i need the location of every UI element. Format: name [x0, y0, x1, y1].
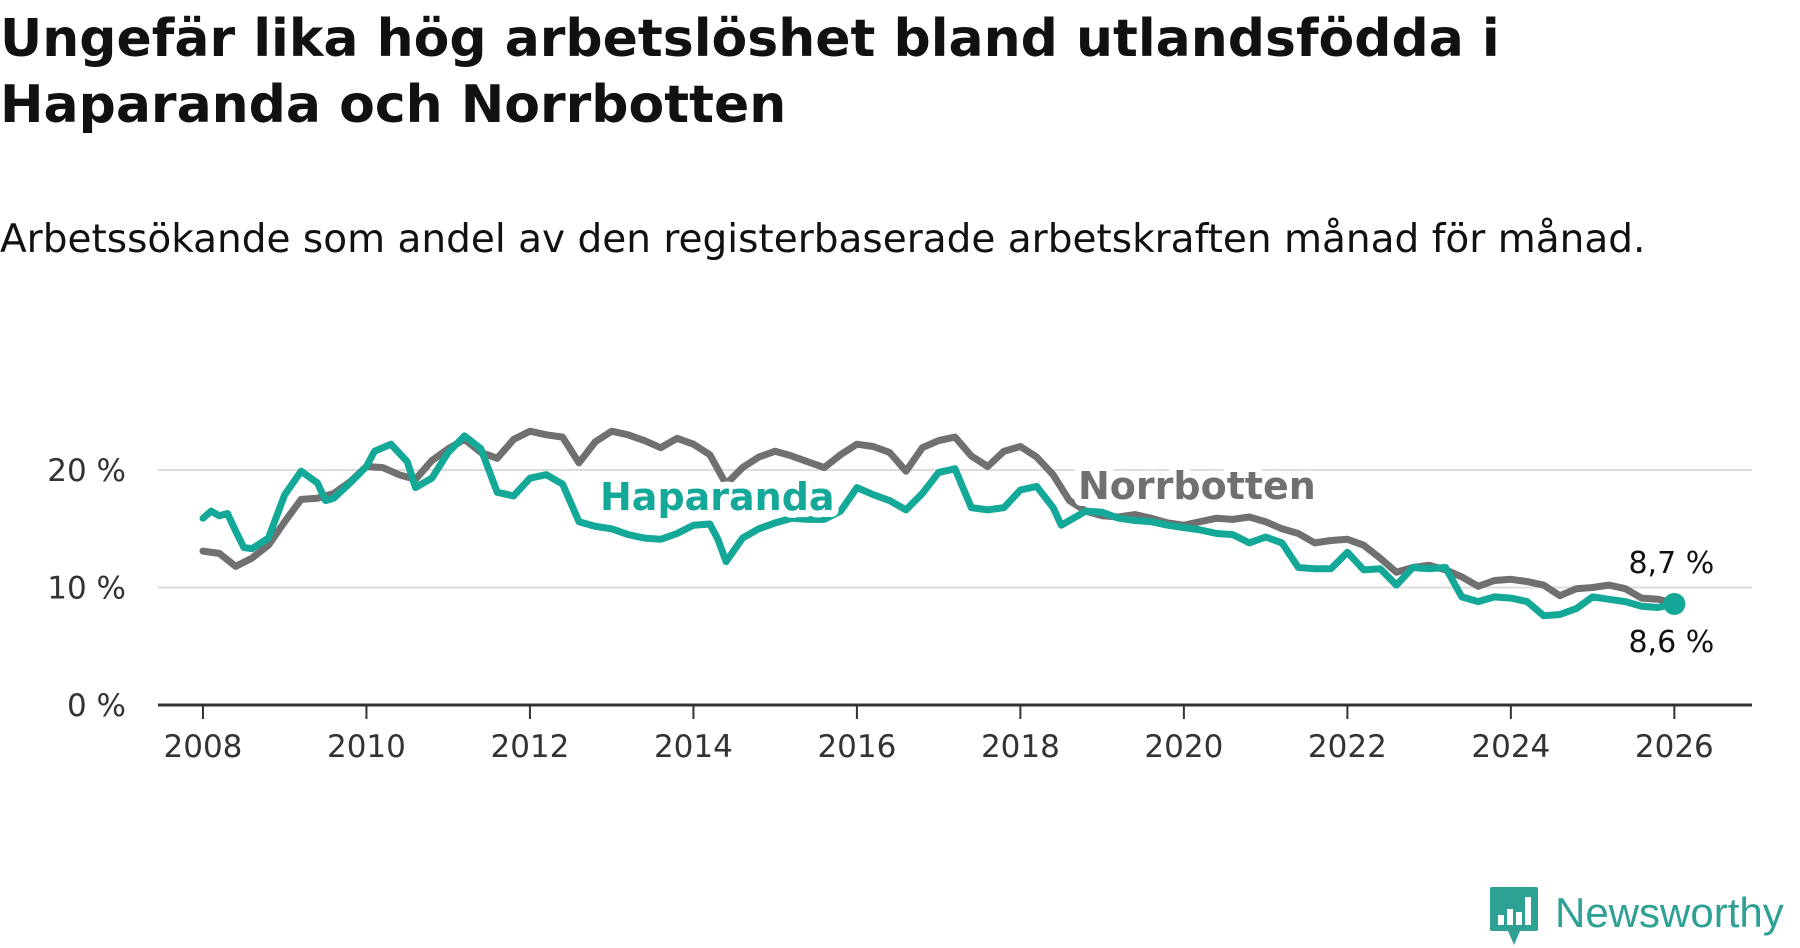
- series-label-haparanda: Haparanda: [600, 475, 835, 519]
- newsworthy-logo-icon: [1490, 887, 1538, 945]
- x-tick-label-2018: 2018: [981, 729, 1060, 765]
- y-tick-label-20: 20 %: [47, 453, 126, 489]
- y-tick-label-0: 0 %: [67, 688, 126, 724]
- series-lines: [199, 427, 1686, 620]
- chart-subtitle: Arbetssökande som andel av den registerb…: [0, 217, 1646, 262]
- y-tick-label-10: 10 %: [47, 571, 126, 607]
- newsworthy-logo: Newsworthy: [1488, 885, 1800, 945]
- x-tick-label-2024: 2024: [1471, 729, 1550, 765]
- x-tick-label-2014: 2014: [654, 729, 733, 765]
- end-label-norrbotten: 8,7 %: [1628, 546, 1714, 581]
- x-tick-label-2010: 2010: [327, 729, 406, 765]
- series-labels: Haparanda Norrbotten 8,7 % 8,6 %: [593, 457, 1718, 664]
- chart-title: Ungefär lika hög arbetslöshet bland utla…: [0, 9, 1500, 135]
- end-marker-haparanda: [1663, 592, 1686, 615]
- x-tick-label-2016: 2016: [817, 729, 896, 765]
- y-axis-tick-labels: 0 % 10 % 20 %: [47, 453, 126, 724]
- end-label-haparanda: 8,6 %: [1628, 625, 1714, 660]
- x-tick-label-2026: 2026: [1635, 729, 1714, 765]
- brand-name: Newsworthy: [1555, 889, 1784, 936]
- x-axis: 2008 2010 2012 2014 2016 2018 2020 2022 2024 2026: [158, 703, 1752, 765]
- gridlines: [158, 469, 1752, 589]
- x-tick-label-2008: 2008: [164, 729, 243, 765]
- x-tick-label-2020: 2020: [1144, 729, 1223, 765]
- series-line-haparanda: [199, 432, 1678, 620]
- series-label-norrbotten: Norrbotten: [1078, 464, 1316, 508]
- x-tick-label-2022: 2022: [1308, 729, 1387, 765]
- x-tick-label-2012: 2012: [490, 729, 569, 765]
